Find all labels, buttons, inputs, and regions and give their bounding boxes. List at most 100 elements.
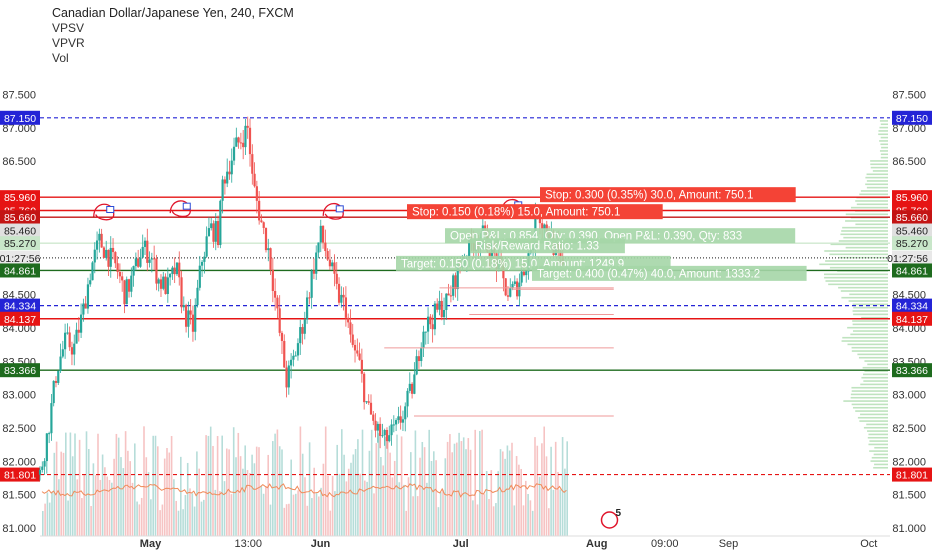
level-label-left-bg bbox=[0, 210, 40, 225]
volume-bar bbox=[288, 503, 290, 536]
candle-body bbox=[182, 305, 185, 308]
volume-bar bbox=[177, 510, 180, 536]
annotation-bg[interactable] bbox=[532, 265, 807, 281]
volume-bar bbox=[446, 441, 449, 536]
candle-body bbox=[109, 247, 112, 267]
candle-body bbox=[48, 433, 51, 435]
annotation-bg[interactable] bbox=[470, 238, 625, 254]
level-label-left: 85.660 bbox=[4, 212, 36, 224]
left-tick-label: 82.000 bbox=[2, 456, 36, 468]
red-circle-mark bbox=[322, 202, 344, 220]
volume-bar bbox=[97, 433, 99, 536]
volume-bar bbox=[410, 452, 412, 536]
volume-bar bbox=[469, 449, 472, 536]
candle-body bbox=[344, 297, 347, 318]
volume-bar bbox=[299, 426, 302, 536]
thumbs-up-icon bbox=[335, 205, 344, 213]
candle-body bbox=[216, 221, 220, 246]
annotation-bg[interactable] bbox=[407, 204, 663, 220]
volume-bar bbox=[465, 449, 467, 536]
volume-profile-row bbox=[859, 193, 888, 196]
volume-bar bbox=[527, 493, 529, 536]
alert-badge-icon[interactable] bbox=[600, 511, 619, 529]
candle-body bbox=[429, 316, 432, 325]
candle-body bbox=[125, 279, 128, 305]
candle-body bbox=[246, 125, 249, 128]
candle-body bbox=[440, 300, 443, 318]
volume-bar bbox=[460, 441, 463, 536]
volume-profile-row bbox=[842, 336, 888, 339]
indicator-vol[interactable]: Vol bbox=[52, 51, 69, 65]
volume-profile-row bbox=[866, 180, 888, 182]
candle-body bbox=[356, 350, 359, 354]
volume-profile-row bbox=[823, 273, 888, 276]
right-tick-label: 82.000 bbox=[892, 456, 926, 468]
volume-bar bbox=[138, 504, 141, 536]
annotation-label[interactable]: Risk/Reward Ratio: 1.33 bbox=[475, 241, 599, 253]
candle-body bbox=[207, 228, 211, 237]
volume-bar bbox=[430, 461, 433, 536]
volume-bar bbox=[345, 481, 348, 536]
volume-profile-row bbox=[867, 430, 888, 432]
indicator-vpvr[interactable]: VPVR bbox=[52, 36, 85, 50]
time-axis[interactable]: May 13:00 Jun Jul Aug 09:00 Sep Oct bbox=[40, 535, 890, 550]
volume-bar bbox=[88, 449, 90, 536]
volume-bar bbox=[324, 426, 327, 536]
candle-body bbox=[223, 179, 227, 184]
volume-profile-row bbox=[862, 366, 888, 369]
volume-bar bbox=[258, 447, 260, 536]
time-tick-label: 09:00 bbox=[651, 538, 679, 550]
candle-body bbox=[337, 283, 341, 303]
candle-body bbox=[445, 293, 448, 311]
candle-body bbox=[484, 225, 487, 231]
level-label-left: 84.137 bbox=[4, 314, 36, 326]
candle-body bbox=[399, 416, 402, 423]
candle-body bbox=[57, 370, 60, 383]
volume-bar bbox=[396, 434, 398, 536]
volume-bar bbox=[150, 499, 152, 536]
candle-body bbox=[292, 355, 295, 360]
volume-bar bbox=[267, 454, 269, 536]
volume-profile-row bbox=[861, 316, 888, 319]
candle-body bbox=[367, 401, 370, 403]
candle-body bbox=[351, 334, 354, 345]
volume-bar bbox=[71, 456, 74, 536]
candle-body bbox=[175, 262, 179, 275]
indicator-vpsv[interactable]: VPSV bbox=[52, 21, 85, 35]
volume-profile-row bbox=[856, 203, 888, 206]
annotation-label[interactable]: Target: 0.400 (0.47%) 40.0, Amount: 1333… bbox=[537, 268, 760, 280]
volume-bar bbox=[200, 501, 203, 536]
candle-body bbox=[397, 416, 400, 421]
volume-bar bbox=[205, 435, 207, 536]
volume-bar bbox=[166, 448, 168, 536]
volume-profile-row bbox=[865, 183, 888, 186]
volume-bar bbox=[536, 445, 539, 536]
volume-profile-row bbox=[860, 383, 888, 386]
candle-body bbox=[143, 240, 147, 247]
volume-profile-row bbox=[879, 140, 888, 142]
volume-bar bbox=[518, 464, 520, 536]
position-annotations[interactable]: Stop: 0.300 (0.35%) 30.0, Amount: 750.1 S… bbox=[396, 187, 807, 281]
volume-profile-row bbox=[847, 343, 888, 346]
volume-bar bbox=[253, 463, 256, 536]
volume-bar bbox=[159, 510, 161, 536]
candle-body bbox=[262, 222, 265, 228]
annotation-bg[interactable] bbox=[540, 187, 796, 203]
volume-bar bbox=[85, 431, 88, 536]
volume-profile-row bbox=[870, 460, 888, 462]
candle-body bbox=[449, 295, 452, 297]
annotation-label[interactable]: Stop: 0.300 (0.35%) 30.0, Amount: 750.1 bbox=[545, 190, 753, 202]
volume-bar bbox=[285, 504, 288, 536]
annotation-label[interactable]: Stop: 0.150 (0.18%) 15.0, Amount: 750.1 bbox=[412, 207, 620, 219]
level-label-left-bg bbox=[0, 298, 40, 313]
volume-bar bbox=[65, 432, 67, 536]
level-label-left-bg bbox=[0, 467, 40, 482]
volume-profile-row bbox=[841, 230, 888, 232]
level-label-left-bg bbox=[0, 236, 40, 251]
volume-profile-row bbox=[868, 433, 888, 436]
volume-bar bbox=[186, 462, 189, 536]
volume-profile-row bbox=[838, 240, 888, 242]
volume-profile-row bbox=[880, 153, 888, 156]
candle-body bbox=[379, 423, 382, 436]
